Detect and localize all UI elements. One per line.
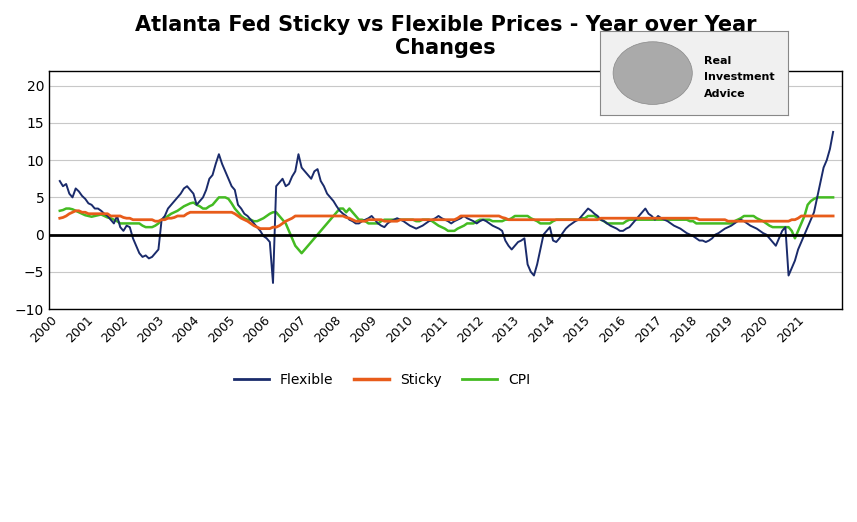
- Sticky: [255, 226, 266, 232]
- Sticky: [618, 215, 628, 221]
- CPI: [297, 250, 307, 256]
- CPI: [828, 194, 838, 200]
- Sticky: [395, 217, 405, 223]
- Flexible: [55, 178, 65, 184]
- Flexible: [828, 129, 838, 135]
- Flexible: [373, 220, 383, 227]
- Title: Atlanta Fed Sticky vs Flexible Prices - Year over Year
Changes: Atlanta Fed Sticky vs Flexible Prices - …: [135, 15, 757, 58]
- CPI: [213, 194, 224, 200]
- Text: Advice: Advice: [704, 89, 746, 99]
- CPI: [618, 220, 628, 227]
- Legend: Flexible, Sticky, CPI: Flexible, Sticky, CPI: [228, 367, 536, 393]
- Flexible: [392, 215, 402, 221]
- Line: CPI: CPI: [60, 197, 833, 253]
- Text: Real: Real: [704, 55, 731, 66]
- Flexible: [268, 280, 279, 286]
- CPI: [675, 217, 686, 223]
- Sticky: [70, 208, 81, 214]
- CPI: [55, 208, 65, 214]
- CPI: [704, 220, 714, 227]
- CPI: [395, 217, 405, 223]
- FancyBboxPatch shape: [600, 31, 788, 115]
- Flexible: [614, 228, 625, 234]
- Sticky: [376, 217, 387, 223]
- Sticky: [828, 213, 838, 219]
- Flexible: [701, 239, 711, 245]
- Ellipse shape: [613, 42, 692, 104]
- CPI: [710, 220, 721, 227]
- Flexible: [672, 224, 682, 230]
- Line: Flexible: Flexible: [60, 132, 833, 283]
- Flexible: [707, 235, 717, 242]
- CPI: [376, 218, 387, 224]
- Line: Sticky: Sticky: [60, 211, 833, 229]
- Sticky: [704, 217, 714, 223]
- Text: Investment: Investment: [704, 72, 774, 82]
- Sticky: [710, 217, 721, 223]
- Sticky: [55, 215, 65, 221]
- Sticky: [675, 215, 686, 221]
